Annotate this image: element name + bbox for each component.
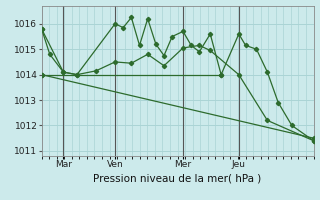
X-axis label: Pression niveau de la mer( hPa ): Pression niveau de la mer( hPa ): [93, 173, 262, 183]
